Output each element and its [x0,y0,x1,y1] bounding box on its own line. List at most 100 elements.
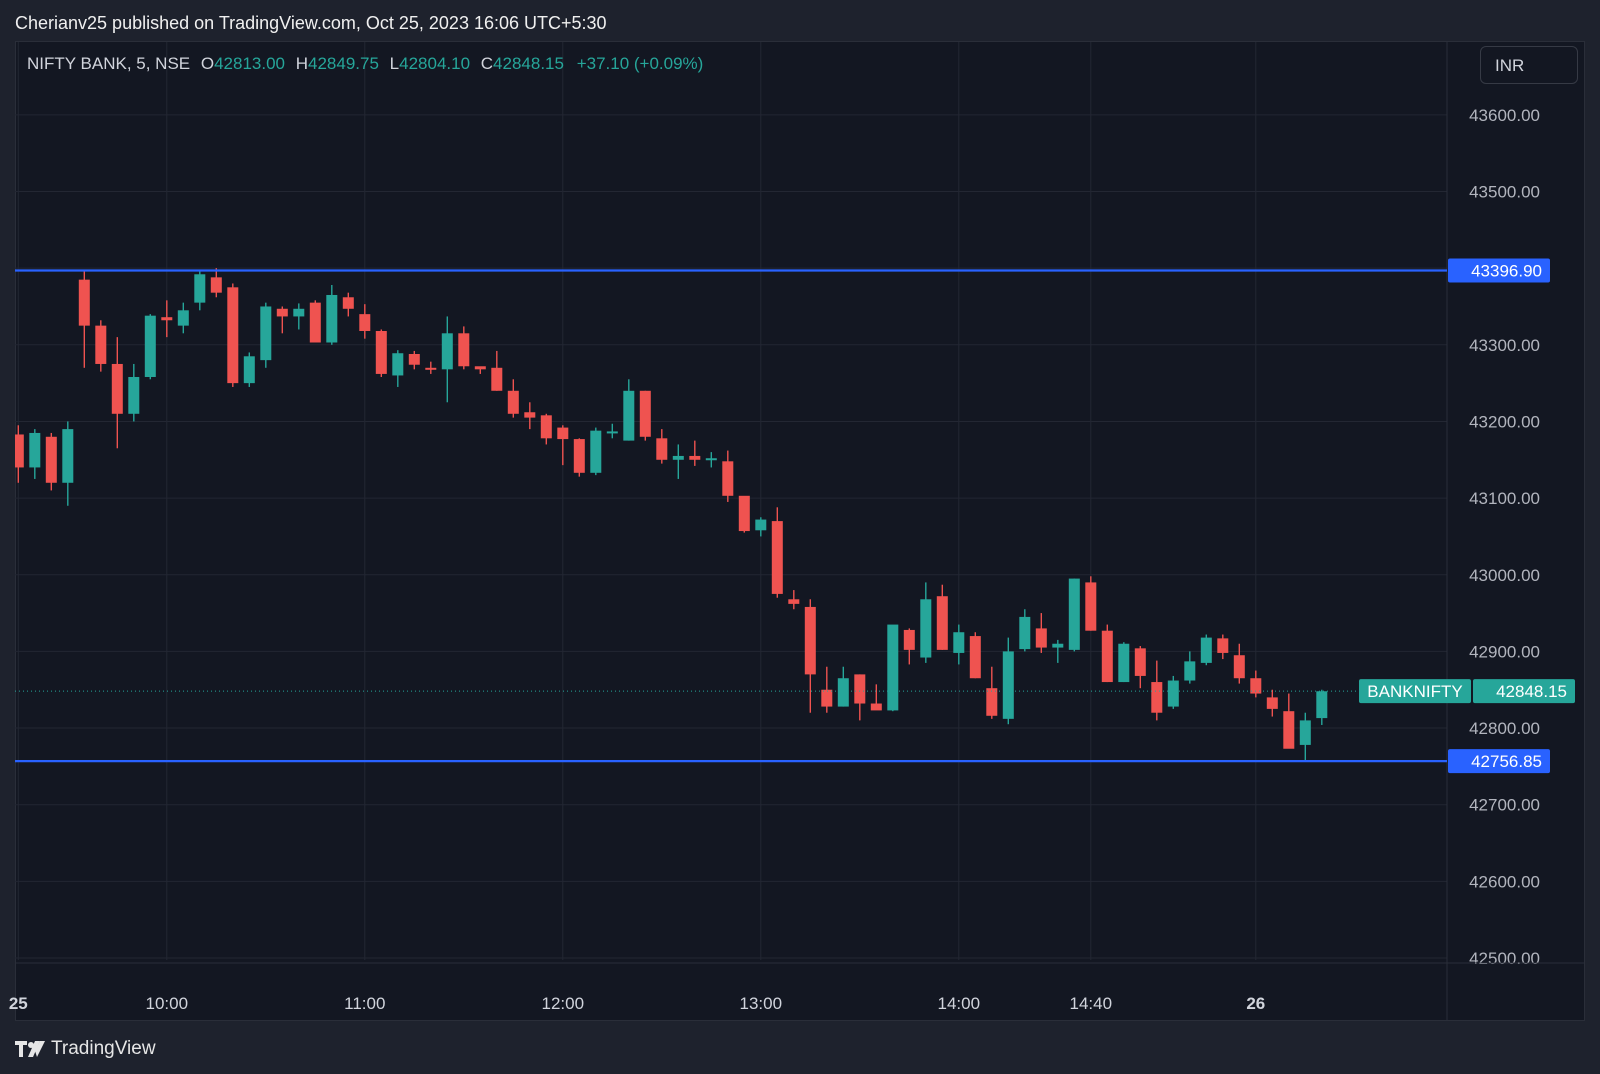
horizontal-line-price-tag [1448,258,1550,283]
candle[interactable] [837,666,849,707]
candle[interactable] [474,366,486,374]
candle[interactable] [210,268,222,298]
candle[interactable] [738,495,750,533]
candle[interactable] [293,303,305,330]
candle[interactable] [144,314,156,380]
candle[interactable] [540,413,552,445]
candle[interactable] [854,674,866,721]
chart-frame[interactable] [15,41,1585,1021]
candle[interactable] [441,316,453,403]
candle[interactable] [1002,637,1014,725]
candle[interactable] [194,269,206,311]
candle[interactable] [1233,643,1245,684]
candle[interactable] [359,304,371,339]
candle[interactable] [507,379,519,418]
candle[interactable] [887,624,899,712]
candle[interactable] [689,440,701,466]
candle[interactable] [276,306,288,334]
candles [13,268,1328,762]
candle[interactable] [1283,693,1295,749]
candle[interactable] [1200,634,1212,666]
candle[interactable] [623,379,635,441]
candle-body [1316,691,1328,719]
candle[interactable] [95,320,107,372]
candle[interactable] [755,517,767,537]
candle[interactable] [722,450,734,502]
candle[interactable] [309,300,321,343]
candle[interactable] [524,402,536,430]
published-line: Cherianv25 published on TradingView.com,… [15,13,607,33]
candle-body [491,367,503,391]
candle[interactable] [1167,675,1179,709]
candle[interactable] [788,590,800,610]
candle[interactable] [573,438,585,477]
candle[interactable] [870,684,882,711]
candle[interactable] [1266,689,1278,717]
candle[interactable] [227,283,239,387]
candle[interactable] [606,423,618,439]
candle[interactable] [1085,576,1097,631]
candle-body [1019,616,1031,650]
x-tick-label: 11:00 [344,994,385,1013]
candle[interactable] [458,326,470,370]
symbol-label: NIFTY BANK, 5, NSE [27,54,191,73]
candle[interactable] [45,432,57,491]
candle[interactable] [243,352,255,387]
candle[interactable] [1250,670,1262,698]
candle-body [1250,678,1262,694]
candle[interactable] [1217,634,1229,660]
candle[interactable] [705,452,717,468]
candle[interactable] [425,361,437,374]
x-tick-label: 26 [1246,994,1265,1013]
candle[interactable] [969,632,981,679]
candle[interactable] [656,429,668,464]
candle-body [62,429,74,483]
candle[interactable] [161,300,173,338]
candle[interactable] [375,329,387,377]
candle[interactable] [128,363,140,422]
candle[interactable] [326,285,338,345]
candle-body [243,356,255,384]
candle[interactable] [1299,712,1311,762]
candle[interactable] [1101,624,1113,683]
candle[interactable] [78,269,90,368]
candle[interactable] [29,429,41,479]
candle[interactable] [1019,609,1031,652]
candle[interactable] [408,350,420,370]
candle[interactable] [1134,646,1146,689]
candle[interactable] [920,582,932,663]
candle-body [1085,582,1097,631]
candle[interactable] [1068,578,1080,652]
candle[interactable] [177,302,189,334]
candle[interactable] [986,666,998,719]
candle[interactable] [936,584,948,650]
candle-body [722,461,734,496]
close-value: 42848.15 [493,54,564,73]
candle[interactable] [821,666,833,713]
footer-brand-label: TradingView [51,1038,156,1059]
candle[interactable] [62,421,74,506]
candle[interactable] [111,337,123,449]
candle[interactable] [1052,639,1064,663]
candle[interactable] [260,302,272,368]
candle[interactable] [557,425,569,466]
candle[interactable] [804,599,816,713]
candle[interactable] [491,350,503,391]
candle[interactable] [1118,642,1130,683]
candle[interactable] [1316,689,1328,725]
x-tick-label: 14:00 [938,994,981,1013]
candle[interactable] [672,444,684,479]
candle[interactable] [1184,651,1196,684]
candle[interactable] [342,292,354,317]
candle[interactable] [392,350,404,387]
currency-button[interactable]: INR [1480,46,1578,84]
candle[interactable] [590,427,602,476]
candle[interactable] [639,390,651,441]
candle[interactable] [13,425,24,483]
candle[interactable] [953,624,965,665]
candle[interactable] [771,507,783,598]
candle[interactable] [1035,613,1047,653]
candle[interactable] [1151,660,1163,721]
candle[interactable] [903,628,915,665]
